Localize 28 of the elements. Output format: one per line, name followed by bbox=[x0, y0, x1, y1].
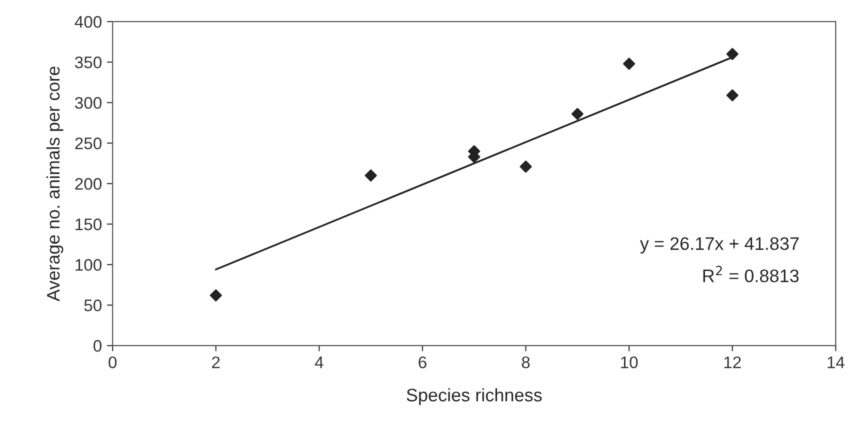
point bbox=[726, 89, 738, 102]
y-axis-title: Average no. animals per core bbox=[46, 66, 64, 302]
x-tick-label: 8 bbox=[522, 356, 530, 368]
y-tick-label: 200 bbox=[75, 178, 102, 190]
point bbox=[210, 289, 222, 302]
x-tick-label: 4 bbox=[314, 356, 324, 368]
annotation: y = 26.17x + 41.837 bbox=[640, 237, 799, 254]
point bbox=[364, 169, 377, 182]
y-tick-label: 250 bbox=[75, 138, 102, 150]
x-tick-label: 0 bbox=[108, 356, 117, 368]
point bbox=[726, 48, 738, 60]
y-tick-label: 0 bbox=[94, 340, 102, 352]
point bbox=[623, 58, 636, 70]
y-tick-label: 50 bbox=[84, 300, 102, 312]
y-tick-label: 100 bbox=[76, 259, 102, 271]
x-tick-label: 2 bbox=[212, 356, 220, 368]
x-tick-label: 12 bbox=[724, 356, 741, 368]
annotation: R$^{2}$ = 0.8813 bbox=[703, 266, 799, 282]
point bbox=[520, 160, 532, 173]
y-tick-label: 400 bbox=[74, 16, 102, 28]
x-tick-label: 14 bbox=[828, 356, 844, 368]
x-tick-label: 10 bbox=[621, 356, 638, 368]
x-tick-label: 6 bbox=[418, 356, 426, 368]
point bbox=[571, 108, 584, 120]
y-tick-label: 300 bbox=[74, 97, 102, 109]
y-tick-label: 350 bbox=[74, 56, 102, 68]
y-tick-label: 150 bbox=[76, 218, 102, 230]
x-axis-title: Species richness bbox=[406, 388, 542, 406]
